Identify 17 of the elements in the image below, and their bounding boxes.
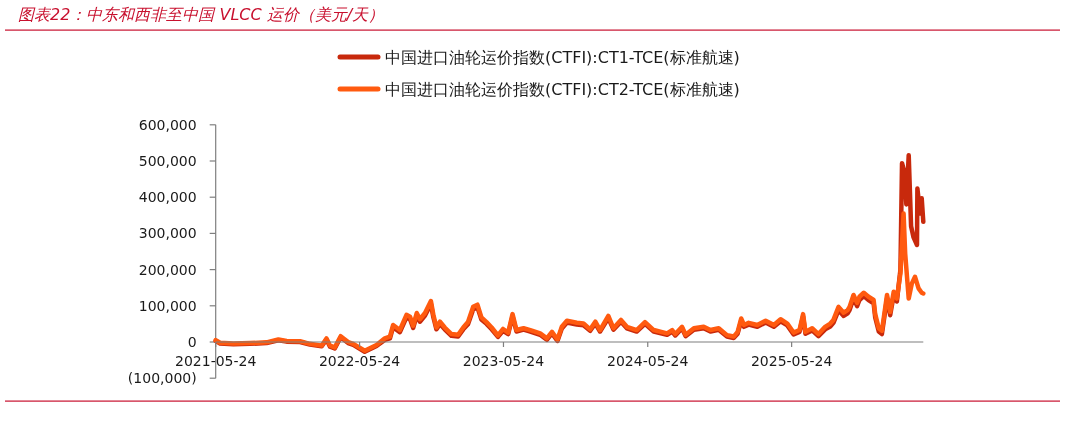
y-tick-label: 300,000 — [138, 225, 197, 242]
legend-label: 中国进口油轮运价指数(CTFI):CT1-TCE(标准航速) — [385, 47, 740, 67]
y-tick-label: 500,000 — [138, 152, 197, 169]
x-tick-label: 2021-05-24 — [175, 353, 257, 369]
y-tick-label: 0 — [187, 333, 197, 350]
y-tick-label: 600,000 — [138, 116, 197, 133]
y-tick-label: (100,000) — [127, 370, 197, 387]
y-tick-label: 200,000 — [138, 261, 197, 278]
chart-title: 图表22：中东和西非至中国 VLCC 运价（美元/天） — [18, 5, 385, 24]
x-tick-label: 2023-05-24 — [462, 353, 545, 369]
y-tick-label: 100,000 — [138, 297, 197, 314]
legend-label: 中国进口油轮运价指数(CTFI):CT2-TCE(标准航速) — [385, 79, 740, 99]
y-tick-label: 400,000 — [138, 189, 197, 206]
x-tick-label: 2024-05-24 — [607, 353, 689, 369]
x-tick-label: 2025-05-24 — [750, 353, 833, 369]
x-tick-label: 2022-05-24 — [318, 353, 401, 369]
line-series — [213, 211, 926, 353]
